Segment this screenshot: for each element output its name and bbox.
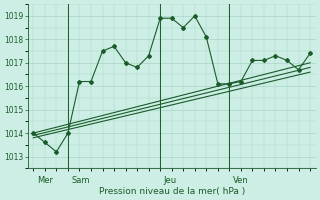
- Text: Mer: Mer: [37, 176, 53, 185]
- Text: Ven: Ven: [233, 176, 249, 185]
- Text: Sam: Sam: [71, 176, 90, 185]
- X-axis label: Pression niveau de la mer( hPa ): Pression niveau de la mer( hPa ): [99, 187, 245, 196]
- Text: Jeu: Jeu: [164, 176, 177, 185]
